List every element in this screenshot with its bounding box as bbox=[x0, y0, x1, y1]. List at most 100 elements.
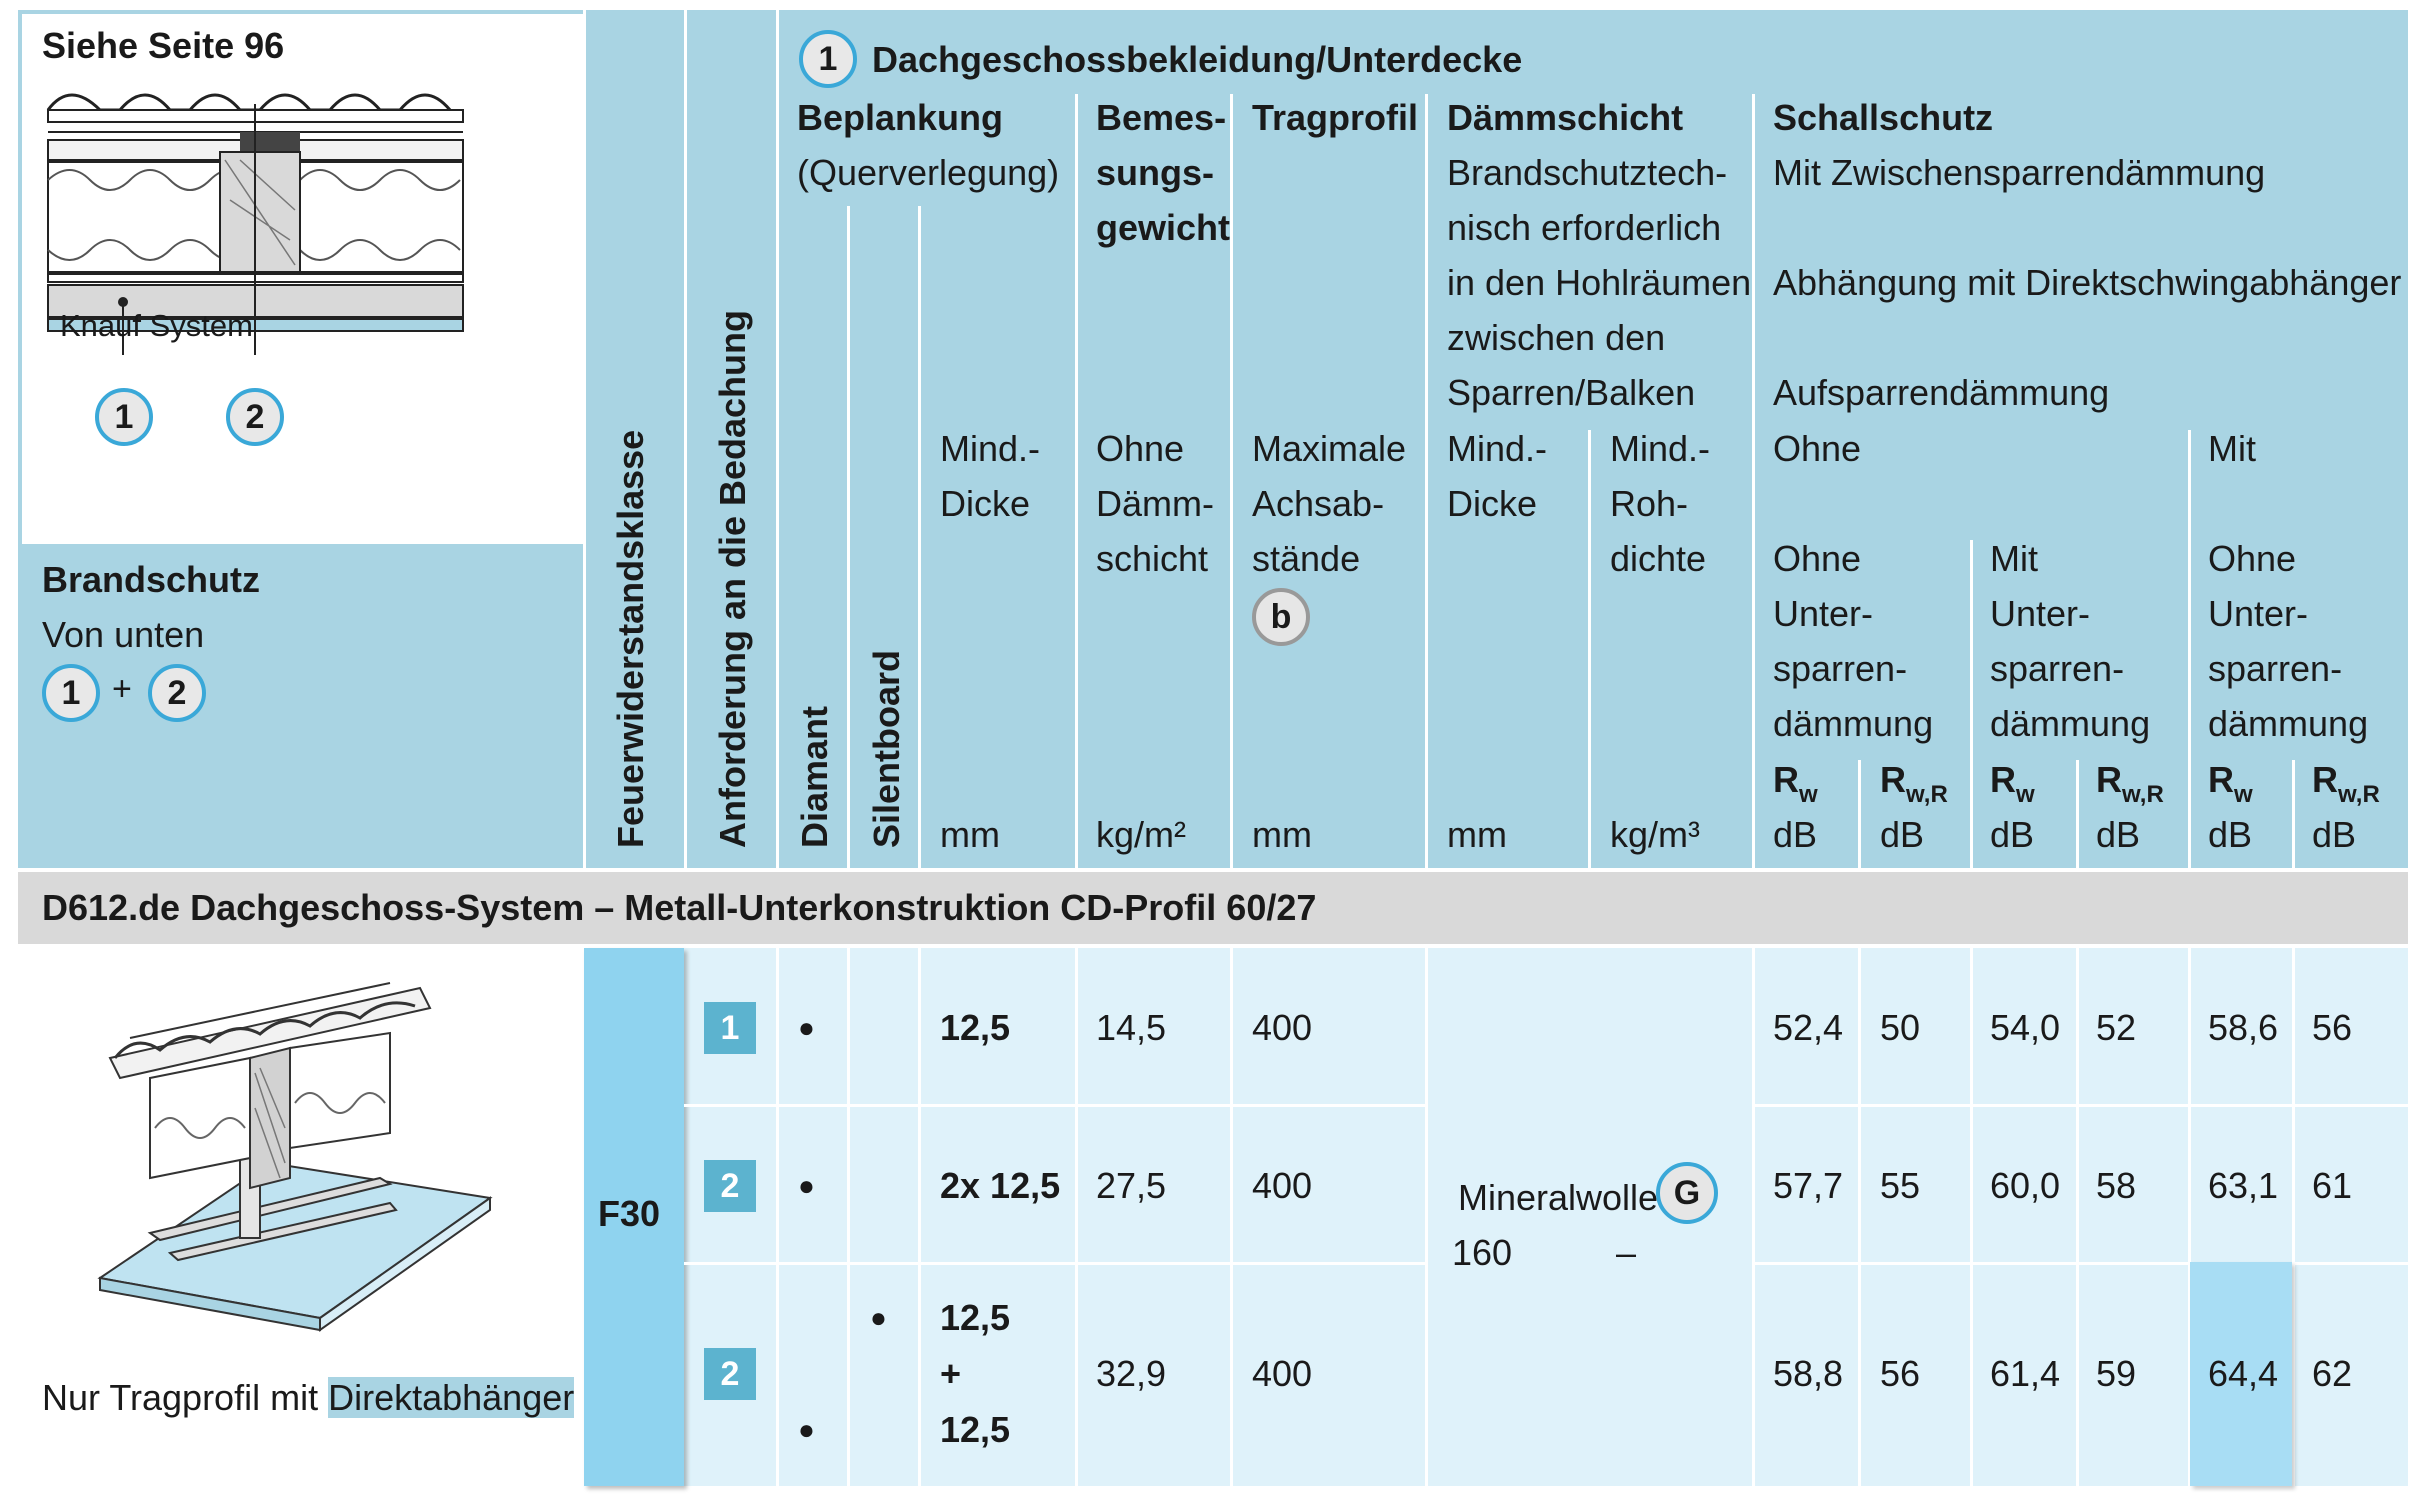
achs-value: 400 bbox=[1252, 1165, 1313, 1206]
divider bbox=[2292, 760, 2295, 868]
unter-label: Unter- bbox=[2208, 593, 2309, 634]
daemmschicht-desc-1: Brandschutztech- bbox=[1447, 152, 1728, 193]
row-divider bbox=[684, 1262, 1425, 1265]
marker-g-icon: G bbox=[1656, 1162, 1718, 1224]
rwr-value: 56 bbox=[1880, 1353, 1921, 1394]
unit-mm: mm bbox=[940, 814, 1000, 855]
rwr-header: Rw,R bbox=[2312, 759, 2380, 808]
divider bbox=[1588, 430, 1591, 868]
divider bbox=[2076, 760, 2079, 868]
dicke-label: Dicke bbox=[1447, 483, 1538, 524]
f30-cell bbox=[584, 948, 684, 1486]
divider bbox=[2188, 430, 2191, 868]
marker-1-icon: 1 bbox=[95, 388, 153, 446]
section-1-icon: 1 bbox=[799, 30, 857, 88]
daemm-label: Dämm- bbox=[1096, 483, 1214, 524]
gewicht-value: 14,5 bbox=[1096, 1007, 1167, 1048]
ohne-label: Ohne bbox=[1773, 538, 1862, 579]
ohne-label: Ohne bbox=[2208, 538, 2297, 579]
marker-2-icon: 2 bbox=[148, 664, 206, 722]
divider bbox=[1858, 948, 1861, 1486]
rw-value: 60,0 bbox=[1990, 1165, 2061, 1206]
silentboard-header: Silentboard bbox=[866, 649, 907, 848]
querverlegung-label: (Querverlegung) bbox=[797, 152, 1060, 193]
row-badge: 1 bbox=[704, 1002, 756, 1054]
daemmschicht-header: Dämmschicht bbox=[1447, 97, 1684, 138]
marker-b-icon: b bbox=[1252, 588, 1310, 646]
rwr-header: Rw,R bbox=[2096, 759, 2164, 808]
rw-value: 58,8 bbox=[1773, 1353, 1844, 1394]
beplankung-header: Beplankung bbox=[797, 97, 1004, 138]
bemes-header-3: gewicht bbox=[1096, 207, 1231, 248]
staende-label: stände bbox=[1252, 538, 1361, 579]
roh-label: Roh- bbox=[1610, 483, 1689, 524]
divider bbox=[1970, 948, 1973, 1486]
rw-value: 54,0 bbox=[1990, 1007, 2061, 1048]
daemmung-label: dämmung bbox=[1773, 703, 1934, 744]
divider bbox=[918, 948, 921, 1486]
rw-value: 57,7 bbox=[1773, 1165, 1844, 1206]
achsab-label: Achsab- bbox=[1252, 483, 1385, 524]
divider bbox=[2076, 948, 2079, 1486]
dicke-value: 12,5 bbox=[940, 1297, 1011, 1338]
unter-label: Unter- bbox=[1773, 593, 1874, 634]
daemmschicht-desc-3: in den Hohlräumen bbox=[1447, 262, 1752, 303]
divider bbox=[1075, 948, 1078, 1486]
bemes-header-2: sungs- bbox=[1096, 152, 1215, 193]
divider bbox=[583, 10, 586, 868]
system-band bbox=[18, 872, 2408, 944]
unit-db: dB bbox=[2208, 814, 2253, 855]
unit-db: dB bbox=[1773, 814, 1818, 855]
dicke-value: 12,5 bbox=[940, 1409, 1011, 1450]
rwr-value: 58 bbox=[2096, 1165, 2137, 1206]
diamant-mark: ● bbox=[798, 1012, 815, 1043]
rwr-header: Rw,R bbox=[1880, 759, 1948, 808]
rwr-value: 52 bbox=[2096, 1007, 2137, 1048]
rw-header: Rw bbox=[1773, 759, 1818, 808]
gewicht-value: 32,9 bbox=[1096, 1353, 1167, 1394]
unit-mm: mm bbox=[1447, 814, 1507, 855]
unter-label: Unter- bbox=[1990, 593, 2091, 634]
mind-label: Mind.- bbox=[940, 428, 1041, 469]
divider bbox=[1858, 760, 1861, 868]
divider bbox=[1425, 948, 1428, 1486]
achs-value: 400 bbox=[1252, 1353, 1313, 1394]
divider bbox=[847, 206, 850, 868]
schicht-label: schicht bbox=[1096, 538, 1209, 579]
divider bbox=[684, 10, 687, 868]
rwr-value: 59 bbox=[2096, 1353, 2137, 1394]
dichte-label: dichte bbox=[1610, 538, 1707, 579]
rw-value: 61,4 bbox=[1990, 1353, 2061, 1394]
tragprofil-header: Tragprofil bbox=[1252, 97, 1419, 138]
daemmschicht-desc-2: nisch erforderlich bbox=[1447, 207, 1722, 248]
see-page-label: Siehe Seite 96 bbox=[42, 25, 285, 66]
divider bbox=[847, 948, 850, 1486]
fire-protection-title: Brandschutz bbox=[42, 559, 261, 600]
system-illustration bbox=[97, 982, 493, 1332]
insulation-material: Mineralwolle bbox=[1458, 1177, 1659, 1218]
plus-sign: + bbox=[112, 670, 132, 708]
mind-label: Mind.- bbox=[1447, 428, 1548, 469]
dicke-label: Dicke bbox=[940, 483, 1031, 524]
divider bbox=[2292, 948, 2295, 1486]
unit-db: dB bbox=[2312, 814, 2357, 855]
divider bbox=[918, 206, 921, 868]
ohne-label: Ohne bbox=[1773, 428, 1862, 469]
diamant-mark: ● bbox=[798, 1414, 815, 1445]
highlight-cell bbox=[2190, 1262, 2292, 1486]
row-divider bbox=[684, 1104, 1425, 1107]
rw-header: Rw bbox=[1990, 759, 2035, 808]
roof-section-drawing bbox=[46, 93, 464, 355]
sparren-label: sparren- bbox=[2208, 648, 2343, 689]
dicke-value: 12,5 bbox=[940, 1007, 1011, 1048]
sparren-label: sparren- bbox=[1990, 648, 2125, 689]
rw-value: 64,4 bbox=[2208, 1353, 2279, 1394]
row-badge: 2 bbox=[704, 1348, 756, 1400]
fire-protection-sub: Von unten bbox=[42, 614, 205, 655]
insulation-thickness: 160 bbox=[1452, 1232, 1513, 1273]
silentboard-mark: ● bbox=[870, 1302, 887, 1333]
rw-value: 52,4 bbox=[1773, 1007, 1844, 1048]
schallschutz-desc-1: Mit Zwischensparrendämmung bbox=[1773, 152, 2266, 193]
divider bbox=[1752, 948, 1755, 1486]
divider bbox=[1230, 948, 1233, 1486]
